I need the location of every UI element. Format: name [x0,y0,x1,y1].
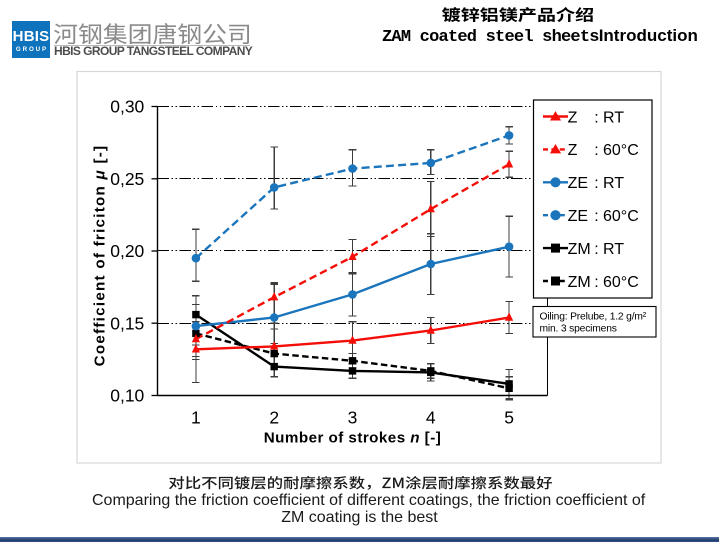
svg-text:3: 3 [348,408,358,428]
svg-text:1: 1 [191,408,201,428]
svg-text::: : [594,109,598,126]
svg-text:Coefficient of friciton μ [-]: Coefficient of friciton μ [-] [92,145,109,367]
svg-text:4: 4 [426,408,436,428]
svg-text::: : [594,274,598,291]
svg-text:ZM: ZM [568,274,591,291]
svg-text::: : [594,208,598,225]
svg-text:0,30: 0,30 [110,97,144,117]
svg-text:60°C: 60°C [603,274,639,291]
svg-text:60°C: 60°C [603,142,639,159]
svg-text:min. 3 specimens: min. 3 specimens [540,324,617,335]
svg-text:Z: Z [568,142,578,159]
svg-text:0,15: 0,15 [110,313,144,333]
svg-text:Oiling: Prelube, 1.2 g/m²: Oiling: Prelube, 1.2 g/m² [540,312,647,323]
svg-text:0,20: 0,20 [110,241,144,261]
svg-text:ZM: ZM [568,241,591,258]
svg-text:RT: RT [603,175,624,192]
svg-text:Number of strokes n [-]: Number of strokes n [-] [264,430,441,447]
svg-text:5: 5 [504,408,514,428]
svg-text:RT: RT [603,241,624,258]
svg-text:0,25: 0,25 [110,169,144,189]
svg-text:RT: RT [603,109,624,126]
svg-text::: : [594,241,598,258]
svg-text:0,10: 0,10 [110,386,144,406]
svg-text::: : [594,175,598,192]
svg-text:Z: Z [568,109,578,126]
svg-text:60°C: 60°C [603,208,639,225]
svg-text:ZE: ZE [568,175,588,192]
svg-text::: : [594,142,598,159]
svg-text:ZE: ZE [568,208,588,225]
svg-text:2: 2 [269,408,279,428]
